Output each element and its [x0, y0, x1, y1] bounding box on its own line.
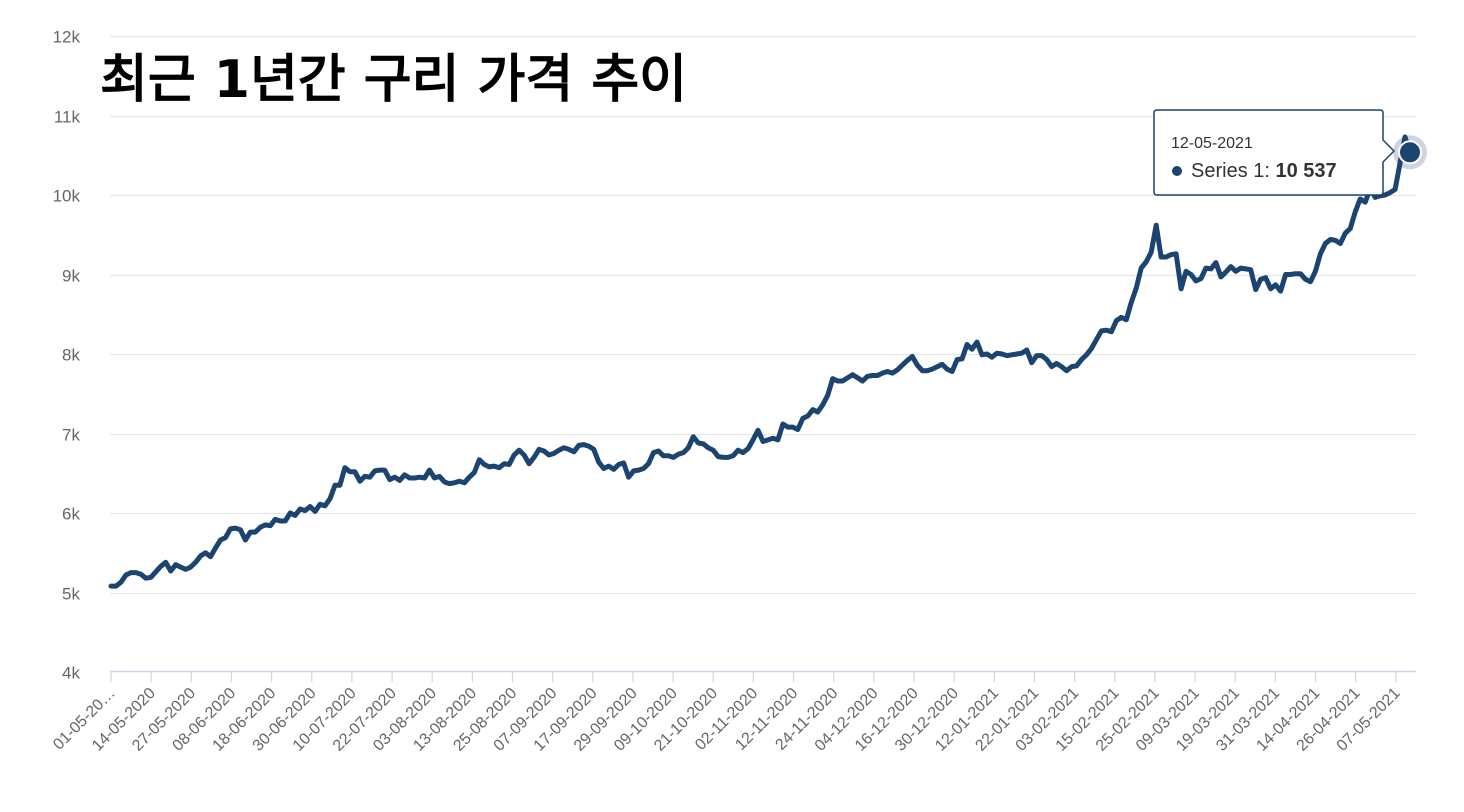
chart-title: 최근 1년간 구리 가격 추이	[100, 50, 687, 110]
y-tick-label: 7k	[62, 426, 80, 445]
y-tick-label: 6k	[62, 505, 80, 524]
y-tick-label: 8k	[62, 346, 80, 365]
svg-text:Series 1: 10 537: Series 1: 10 537	[1191, 160, 1337, 182]
tooltip-box	[1153, 109, 1396, 196]
y-tick-label: 12k	[53, 28, 81, 47]
highlighted-point[interactable]	[1393, 135, 1427, 170]
y-tick-label: 11k	[54, 108, 81, 127]
series-line[interactable]	[108, 134, 1413, 589]
y-tick-label: 9k	[62, 267, 80, 286]
x-axis: 01-05-20…14-05-202027-05-202008-06-20201…	[50, 670, 1416, 755]
y-axis: 4k 5k 6k 7k 8k 9k 10k 11k 12k	[53, 28, 81, 683]
y-tick-label: 4k	[62, 664, 80, 683]
tooltip-series-marker	[1172, 166, 1182, 176]
tooltip-separator: :	[1264, 160, 1275, 182]
highlight-marker[interactable]	[1398, 140, 1422, 165]
series-group	[108, 134, 1413, 589]
y-tick-label: 5k	[62, 585, 80, 604]
tooltip-series-name: Series 1	[1191, 160, 1264, 182]
tooltip: 12-05-2021 Series 1: 10 537	[1153, 109, 1396, 196]
y-tick-label: 10k	[53, 187, 81, 206]
tooltip-value: 10 537	[1276, 160, 1337, 182]
grid-lines	[110, 35, 1416, 595]
tooltip-date: 12-05-2021	[1171, 135, 1253, 152]
